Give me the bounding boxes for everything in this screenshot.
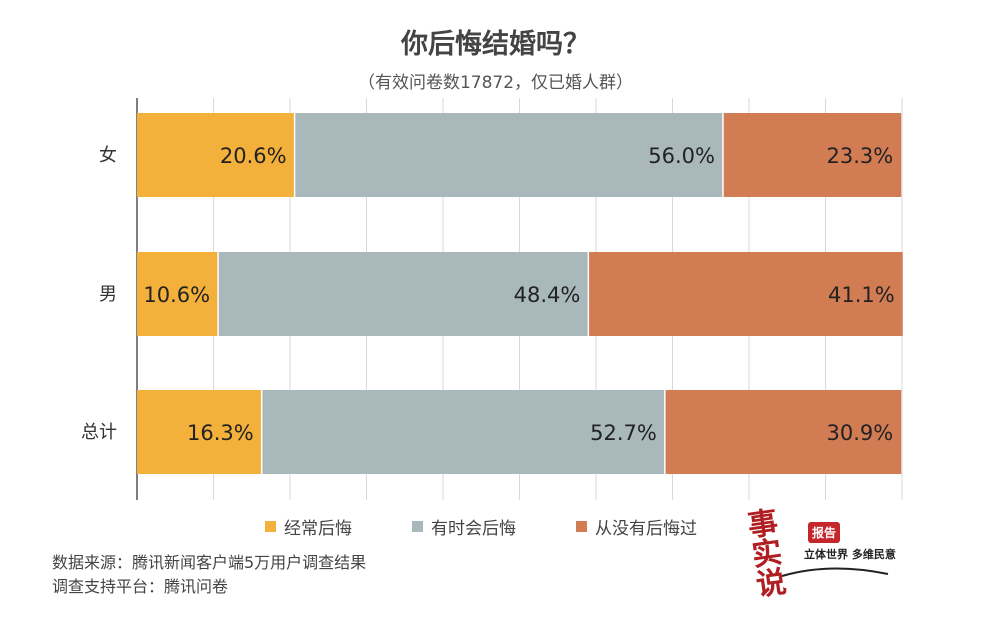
bar-segment [137,252,219,336]
bar-segment [218,252,589,336]
data-label: 20.6% [220,144,287,168]
legend-swatch [576,521,587,532]
chart-legend: 经常后悔 有时会后悔 从没有后悔过 [265,514,697,539]
y-tick-label: 女 [99,145,117,166]
bar-segment [294,113,723,197]
bar-segment [722,113,902,197]
y-tick-label: 男 [99,284,117,305]
data-label: 16.3% [187,421,254,445]
data-label: 56.0% [648,144,715,168]
bar-segment [137,390,262,474]
data-label: 52.7% [590,421,657,445]
logo-badge: 报告 [808,522,841,543]
data-label: 23.3% [827,144,894,168]
bar-segment [588,252,903,336]
legend-swatch [412,521,423,532]
bar-segment [664,390,902,474]
brand-logo: 事实说 报告 立体世界 多维民意 [746,505,900,603]
y-tick-label: 总计 [81,422,117,443]
data-label: 30.9% [827,421,894,445]
legend-label: 有时会后悔 [431,519,516,539]
source-note: 数据来源：腾讯新闻客户端5万用户调查结果 调查支持平台：腾讯问卷 [52,551,366,599]
chart-subtitle: （有效问卷数17872，仅已婚人群） [357,73,634,93]
source-line-1: 数据来源：腾讯新闻客户端5万用户调查结果 [52,553,367,572]
legend-label: 从没有后悔过 [595,519,697,539]
legend-item: 从没有后悔过 [576,514,697,539]
data-label: 48.4% [514,283,581,307]
data-label: 41.1% [828,283,895,307]
source-line-2: 调查支持平台：腾讯问卷 [52,577,229,596]
bar-segment [137,113,295,197]
legend-swatch [265,521,276,532]
logo-swoosh-icon [781,567,889,577]
legend-item: 有时会后悔 [412,514,516,539]
data-label: 10.6% [143,283,210,307]
chart-title: 你后悔结婚吗？ [401,29,590,60]
legend-item: 经常后悔 [265,514,352,539]
legend-label: 经常后悔 [284,519,352,539]
bar-segment [261,390,665,474]
logo-tagline: 立体世界 多维民意 [804,548,896,561]
